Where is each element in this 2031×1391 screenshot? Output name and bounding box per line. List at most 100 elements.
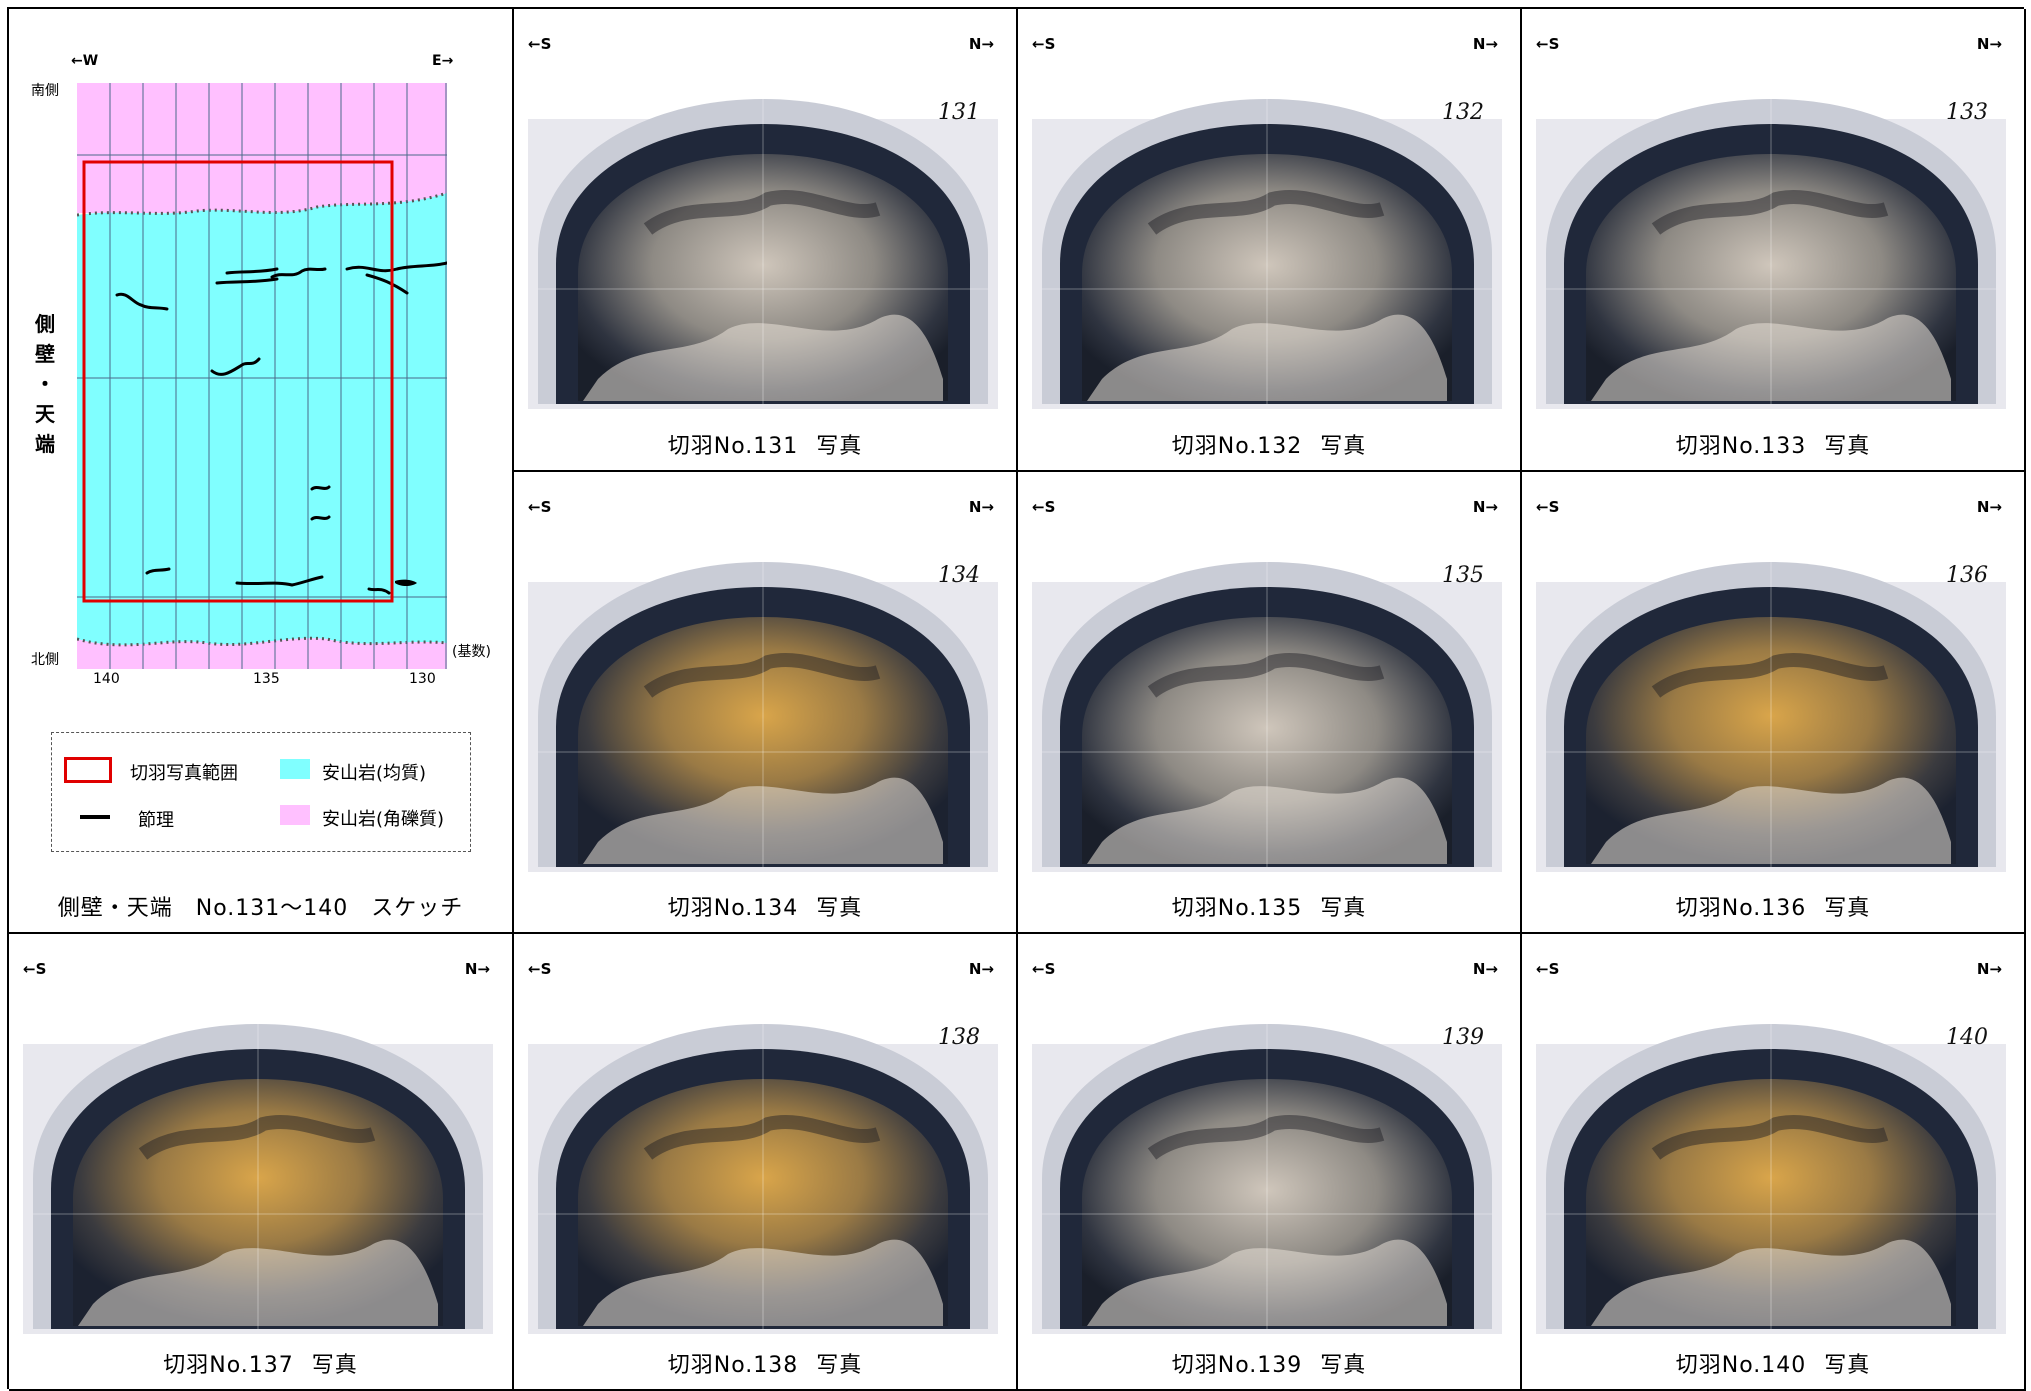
photo-handwritten-number: 134 xyxy=(938,563,980,588)
wall-label-dot: ・ xyxy=(35,372,55,396)
north-arrow-label: N→ xyxy=(1976,960,2002,978)
sketch-cell: ←W E→ 南側 北側 側壁 ・ 天端 (基数) 140 135 130 xyxy=(9,9,514,934)
south-arrow-label: ←S xyxy=(1032,498,1056,516)
vertical-gridlines xyxy=(109,83,447,669)
horizontal-gridlines xyxy=(77,154,447,598)
photo-handwritten-number: 132 xyxy=(1442,100,1484,125)
photo-caption-main: 切羽No.133 xyxy=(1675,434,1807,459)
photo-cell-140: ←S N→ 140 切羽No.140 写真 xyxy=(1522,934,2026,1391)
north-arrow-label: N→ xyxy=(1976,498,2002,516)
photo-caption-main: 切羽No.132 xyxy=(1171,434,1303,459)
photo-caption: 切羽No.136 写真 xyxy=(1522,890,2024,922)
face-photo-134: 134 xyxy=(528,562,998,872)
north-arrow-label: N→ xyxy=(968,35,994,53)
joint-lines xyxy=(115,261,447,595)
photo-caption: 切羽No.140 写真 xyxy=(1522,1347,2024,1379)
photo-caption-suffix: 写真 xyxy=(1320,896,1367,921)
legend-joint-label: 節理 xyxy=(138,810,174,831)
photo-caption-main: 切羽No.140 xyxy=(1675,1353,1807,1378)
north-arrow-label: N→ xyxy=(1976,35,2002,53)
photo-caption: 切羽No.135 写真 xyxy=(1018,890,1520,922)
photo-cell-132: ←S N→ 132 切羽No.132 写真 xyxy=(1018,9,1522,472)
axis-unit-label: (基数) xyxy=(452,644,491,660)
north-arrow-label: N→ xyxy=(1472,960,1498,978)
legend: 切羽写真範囲 安山岩(均質) 節理 安山岩(角礫質) xyxy=(51,732,471,852)
tick-140: 140 xyxy=(93,671,120,687)
photo-caption: 切羽No.137 写真 xyxy=(9,1347,512,1379)
face-photo-140: 140 xyxy=(1536,1024,2006,1334)
photo-caption-suffix: 写真 xyxy=(1824,896,1871,921)
tick-135: 135 xyxy=(253,671,280,687)
north-arrow-label: N→ xyxy=(1472,498,1498,516)
face-photo-136: 136 xyxy=(1536,562,2006,872)
upper-boundary-line xyxy=(77,191,447,217)
photo-caption: 切羽No.138 写真 xyxy=(514,1347,1016,1379)
wall-label: 側壁 ・ 天端 xyxy=(27,309,63,459)
south-arrow-label: ←S xyxy=(1536,35,1560,53)
north-arrow-label: N→ xyxy=(464,960,490,978)
legend-photo-range-label: 切羽写真範囲 xyxy=(130,763,238,784)
tick-130: 130 xyxy=(409,671,436,687)
south-side-label: 南側 xyxy=(31,83,59,99)
face-photo-133: 133 xyxy=(1536,99,2006,409)
photo-handwritten-number: 133 xyxy=(1946,100,1988,125)
photo-caption-suffix: 写真 xyxy=(1320,434,1367,459)
photo-handwritten-number: 136 xyxy=(1946,563,1988,588)
south-arrow-label: ←S xyxy=(528,960,552,978)
photo-cell-134: ←S N→ 134 切羽No.134 写真 xyxy=(514,472,1018,934)
photo-caption-main: 切羽No.131 xyxy=(667,434,799,459)
south-arrow-label: ←S xyxy=(1032,35,1056,53)
north-arrow-label: N→ xyxy=(1472,35,1498,53)
joint-mark-right xyxy=(395,579,417,586)
brecciated-zone-bottom xyxy=(77,638,447,669)
legend-homogeneous-label: 安山岩(均質) xyxy=(322,763,427,784)
south-arrow-label: ←S xyxy=(1536,498,1560,516)
photo-caption: 切羽No.134 写真 xyxy=(514,890,1016,922)
photo-caption-suffix: 写真 xyxy=(816,1353,863,1378)
photo-caption-suffix: 写真 xyxy=(816,434,863,459)
wall-label-line2: 天端 xyxy=(35,402,55,456)
photo-cell-138: ←S N→ 138 切羽No.138 写真 xyxy=(514,934,1018,1391)
sketch-caption: 側壁・天端 No.131～140 スケッチ xyxy=(57,896,464,921)
photo-cell-135: ←S N→ 135 切羽No.135 写真 xyxy=(1018,472,1522,934)
photo-caption-main: 切羽No.136 xyxy=(1675,896,1807,921)
north-arrow-label: N→ xyxy=(968,498,994,516)
north-arrow-label: N→ xyxy=(968,960,994,978)
photo-caption-suffix: 写真 xyxy=(311,1353,358,1378)
south-arrow-label: ←S xyxy=(528,35,552,53)
photo-cell-136: ←S N→ 136 切羽No.136 写真 xyxy=(1522,472,2026,934)
face-photo-132: 132 xyxy=(1032,99,1502,409)
face-photo-137 xyxy=(23,1024,493,1334)
legend-photo-range-swatch xyxy=(64,757,112,783)
south-arrow-label: ←S xyxy=(528,498,552,516)
photo-handwritten-number: 135 xyxy=(1442,563,1484,588)
face-photo-139: 139 xyxy=(1032,1024,1502,1334)
west-label: ←W xyxy=(71,53,99,69)
photo-handwritten-number: 139 xyxy=(1442,1025,1484,1050)
face-photo-138: 138 xyxy=(528,1024,998,1334)
photo-caption-main: 切羽No.138 xyxy=(667,1353,799,1378)
south-arrow-label: ←S xyxy=(23,960,47,978)
photo-caption: 切羽No.139 写真 xyxy=(1018,1347,1520,1379)
photo-caption-suffix: 写真 xyxy=(1824,1353,1871,1378)
face-photo-131: 131 xyxy=(528,99,998,409)
face-photo-135: 135 xyxy=(1032,562,1502,872)
photo-caption-suffix: 写真 xyxy=(816,896,863,921)
photo-caption-main: 切羽No.137 xyxy=(163,1353,294,1378)
legend-brecciated-label: 安山岩(角礫質) xyxy=(322,809,445,830)
photo-handwritten-number: 140 xyxy=(1946,1025,1988,1050)
photo-caption: 切羽No.133 写真 xyxy=(1522,428,2024,460)
photo-caption: 切羽No.131 写真 xyxy=(514,428,1016,460)
south-arrow-label: ←S xyxy=(1536,960,1560,978)
photo-range-frame xyxy=(82,160,394,603)
photo-caption-suffix: 写真 xyxy=(1320,1353,1367,1378)
legend-homogeneous-swatch xyxy=(280,759,310,779)
legend-brecciated-swatch xyxy=(280,805,310,825)
east-label: E→ xyxy=(432,53,454,69)
homogeneous-zone xyxy=(77,193,447,645)
south-arrow-label: ←S xyxy=(1032,960,1056,978)
brecciated-zone-top xyxy=(77,83,447,213)
photo-caption-suffix: 写真 xyxy=(1824,434,1871,459)
photo-caption: 切羽No.132 写真 xyxy=(1018,428,1520,460)
figure-grid: ←W E→ 南側 北側 側壁 ・ 天端 (基数) 140 135 130 xyxy=(7,7,2026,1391)
